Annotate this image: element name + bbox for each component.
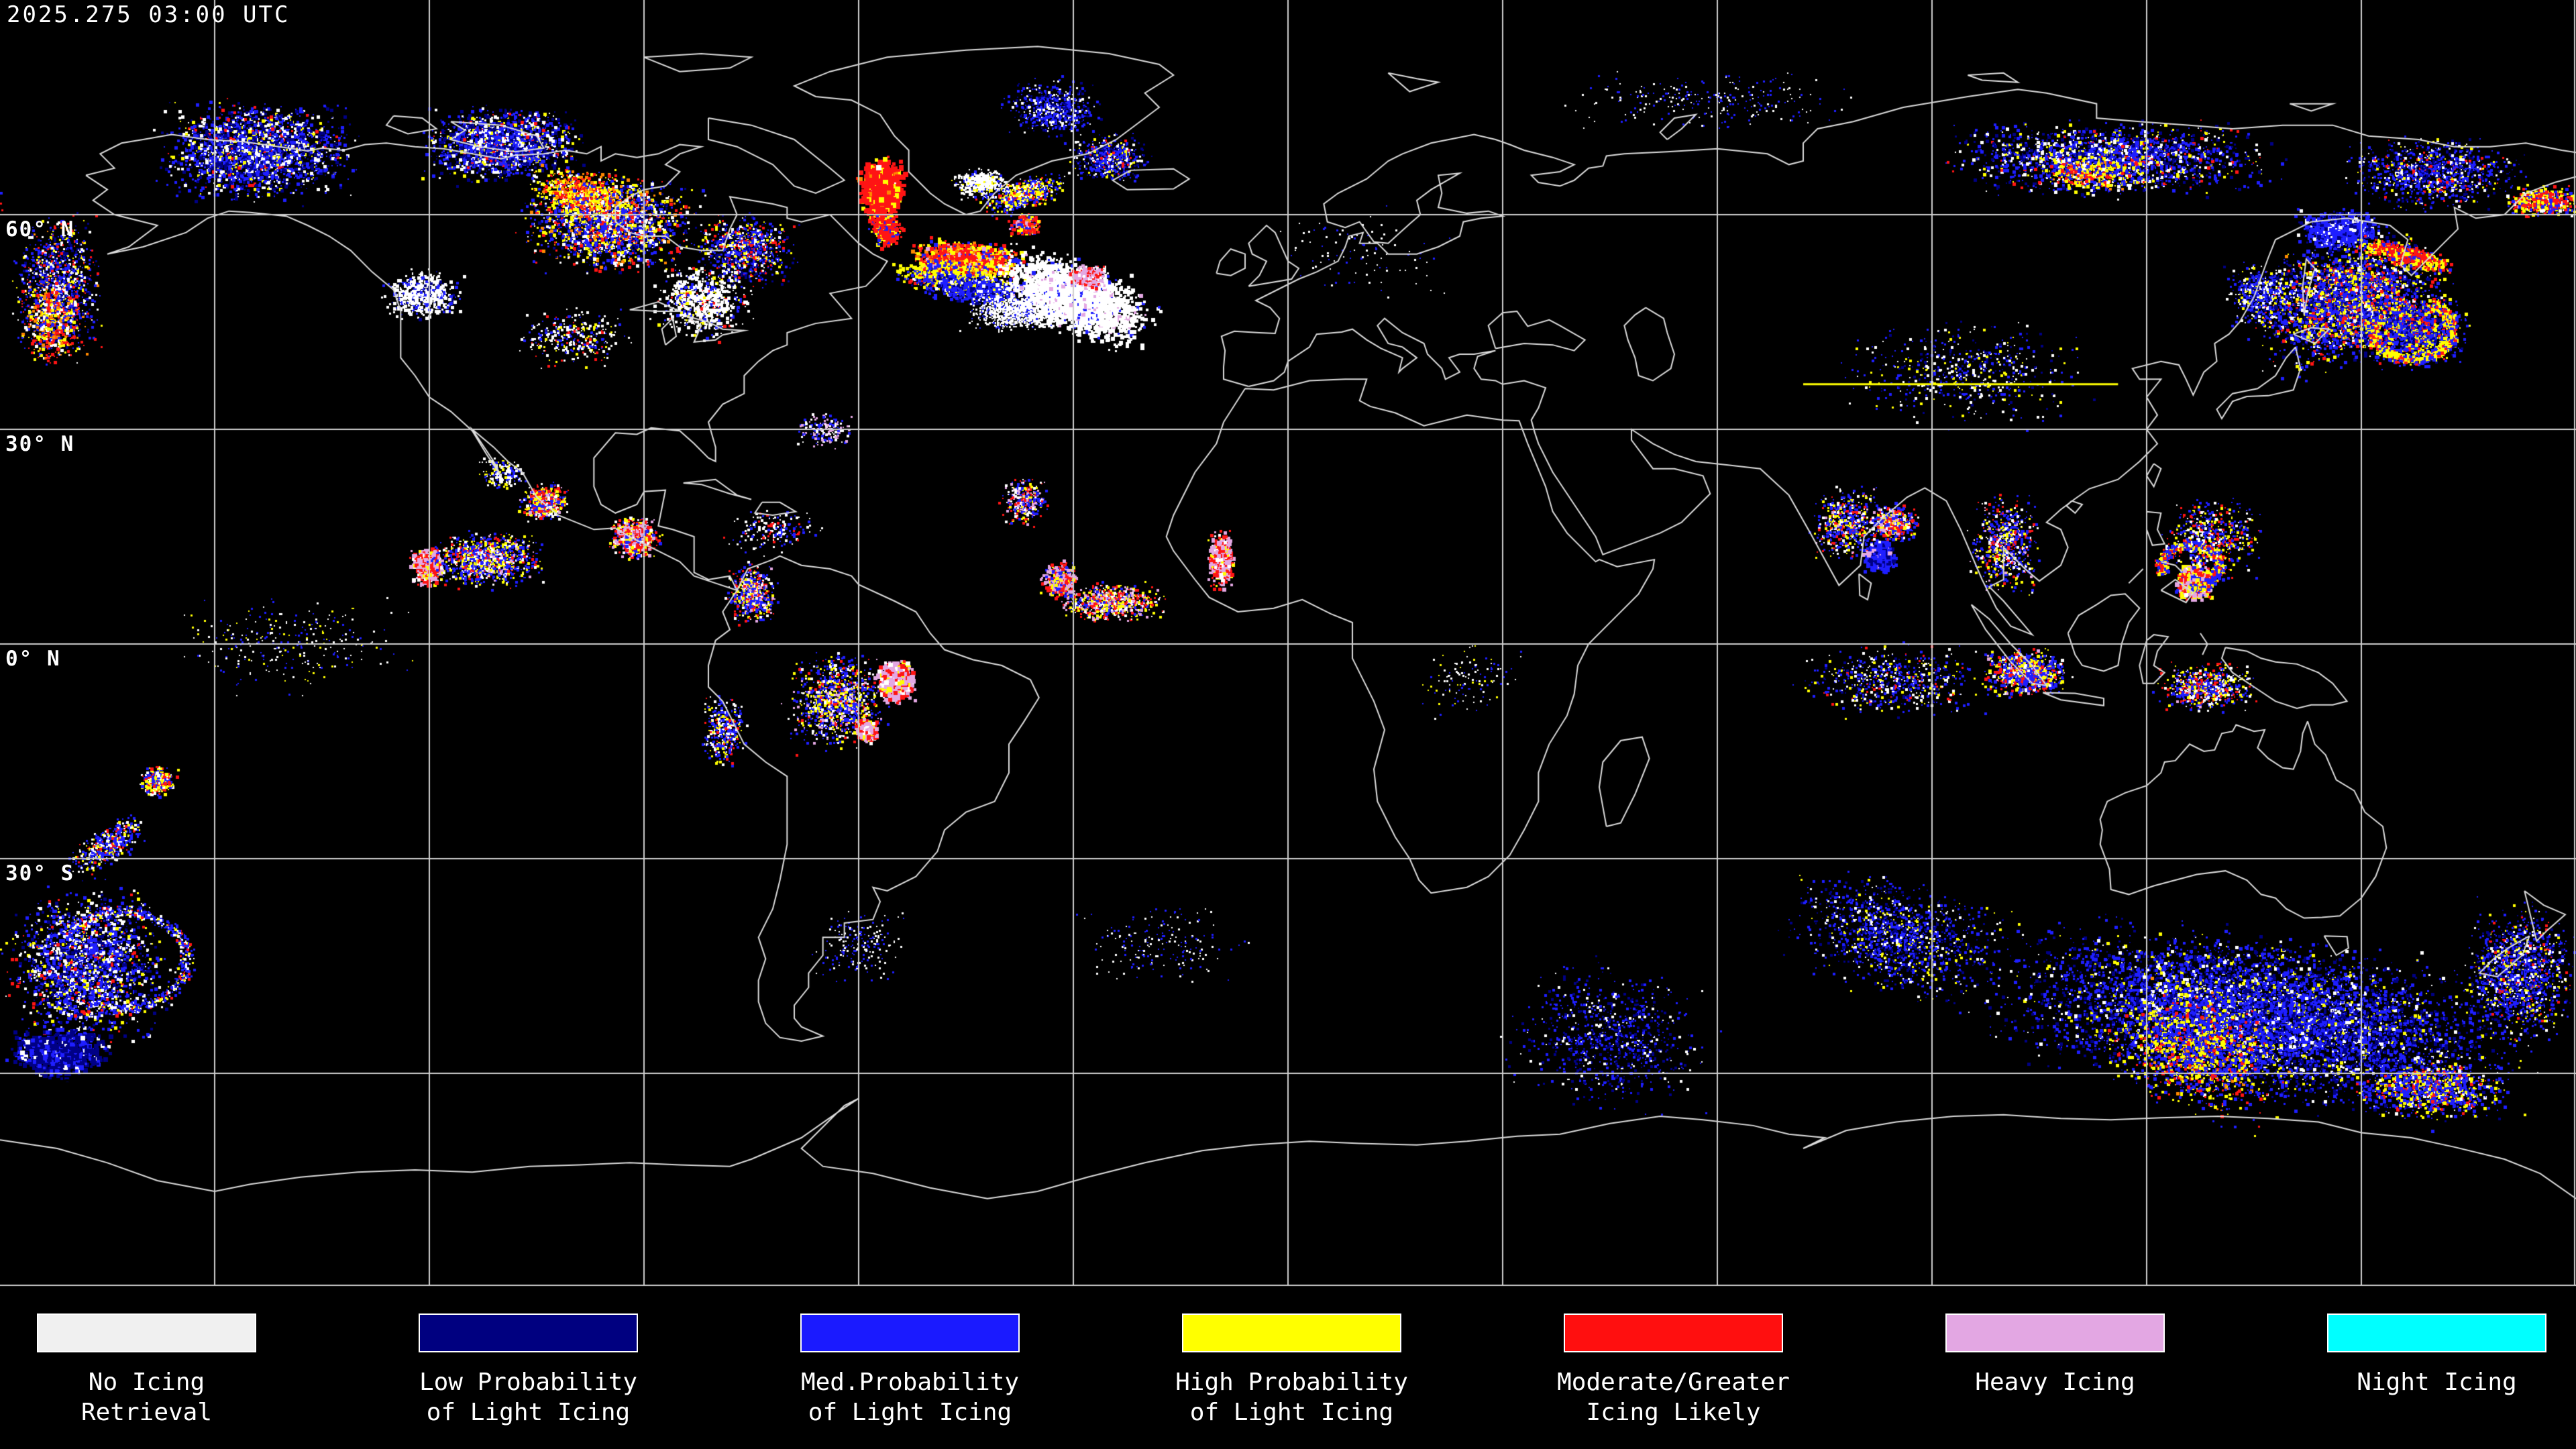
legend-swatch-low-probability — [419, 1313, 638, 1352]
lat-label-0N: 0° N — [5, 647, 61, 671]
legend-swatch-moderate-greater — [1564, 1313, 1783, 1352]
legend-swatch-high-probability — [1182, 1313, 1401, 1352]
legend-swatch-heavy-icing — [1945, 1313, 2165, 1352]
legend-label-med-probability: Med.Probability of Light Icing — [800, 1368, 1020, 1426]
lat-label-60S: 60° S — [5, 1076, 75, 1100]
legend-label-night-icing: Night Icing — [2357, 1368, 2517, 1396]
legend-label-heavy-icing: Heavy Icing — [1975, 1368, 2135, 1396]
lat-label-30N: 30° N — [5, 432, 75, 456]
legend-label-moderate-greater: Moderate/Greater Icing Likely — [1557, 1368, 1790, 1426]
legend-label-low-probability: Low Probability of Light Icing — [419, 1368, 638, 1426]
legend-swatch-med-probability — [800, 1313, 1020, 1352]
legend-swatch-no-icing-retrieval — [37, 1313, 256, 1352]
legend-swatch-night-icing — [2327, 1313, 2546, 1352]
lat-label-30S: 30° S — [5, 861, 75, 885]
lat-label-60N: 60° N — [5, 217, 75, 241]
legend-label-no-icing-retrieval: No Icing Retrieval — [80, 1368, 213, 1426]
timestamp: 2025.275 03:00 UTC — [7, 1, 290, 28]
world-map-canvas — [0, 0, 2576, 1288]
legend-label-high-probability: High Probability of Light Icing — [1175, 1368, 1408, 1426]
